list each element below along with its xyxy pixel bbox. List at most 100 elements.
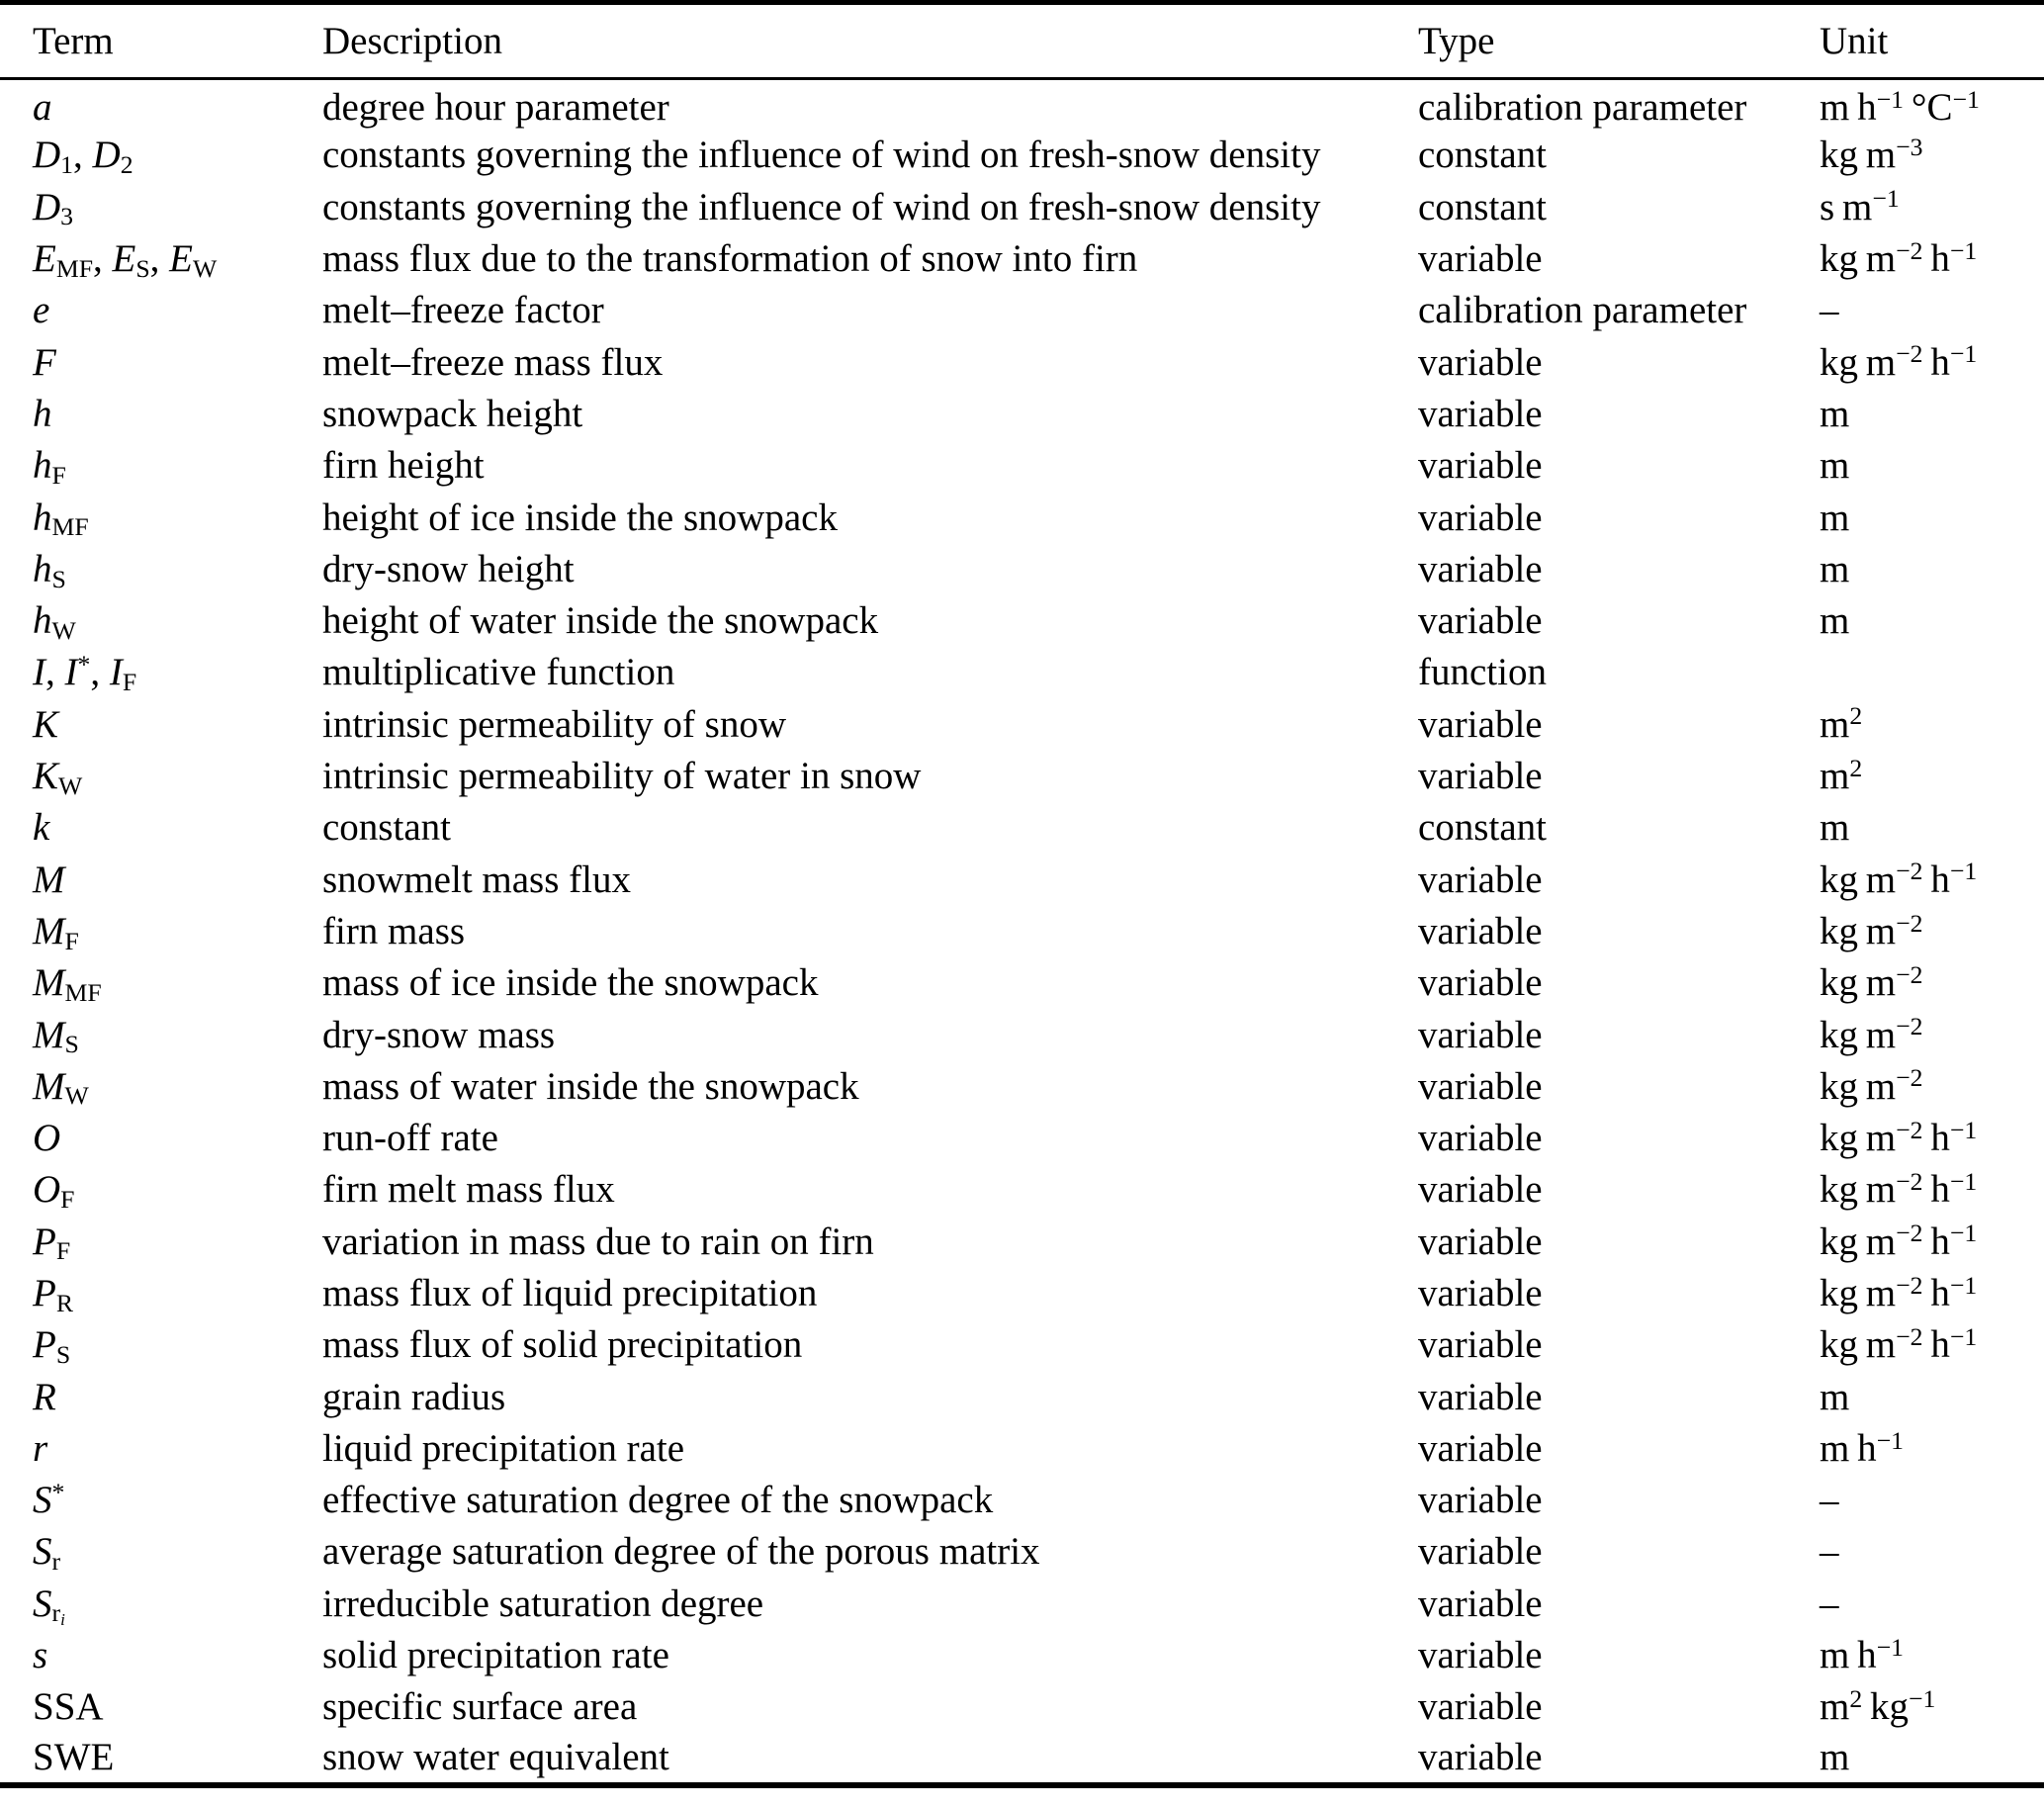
table-row: SWE snow water equivalent variable m (0, 1734, 2044, 1785)
type-cell: variable (1418, 1634, 1543, 1677)
description-cell: snowpack height (322, 392, 583, 435)
term-cell: hMF (33, 496, 89, 542)
description-cell: effective saturation degree of the snowp… (322, 1479, 994, 1522)
term-cell: k (33, 806, 50, 850)
table-row: a degree hour parameter calibration para… (0, 79, 2044, 131)
term-cell: M (33, 858, 65, 901)
description-cell: mass flux of liquid precipitation (322, 1272, 818, 1314)
table-row: Sri irreducible saturation degree variab… (0, 1579, 2044, 1630)
type-cell: variable (1418, 1117, 1543, 1160)
header-row: Term Description Type Unit (0, 2, 2044, 80)
unit-cell: m (1820, 599, 1850, 643)
term-cell: I, I*, IF (33, 650, 137, 697)
description-cell: snowmelt mass flux (322, 858, 631, 901)
unit-cell: – (1820, 289, 1839, 332)
description-cell: constants governing the influence of win… (322, 134, 1321, 177)
table-row: O run-off rate variable kg m−2 h−1 (0, 1113, 2044, 1164)
unit-cell: – (1820, 1582, 1839, 1625)
unit-cell: m (1820, 547, 1850, 590)
table-row: K intrinsic permeability of snow variabl… (0, 699, 2044, 751)
term-cell: hW (33, 599, 76, 645)
table-row: F melt–freeze mass flux variable kg m−2 … (0, 337, 2044, 389)
description-cell: dry-snow mass (322, 1013, 556, 1056)
unit-cell: kg m−2 h−1 (1820, 857, 1978, 901)
description-cell: average saturation degree of the porous … (322, 1530, 1040, 1574)
unit-cell: m h−1 °C−1 (1820, 84, 1980, 129)
type-cell: variable (1418, 392, 1543, 435)
unit-cell: kg m−2 h−1 (1820, 1270, 1978, 1314)
description-cell: mass flux of solid precipitation (322, 1323, 803, 1367)
table-row: KW intrinsic permeability of water in sn… (0, 751, 2044, 802)
term-cell: s (33, 1634, 48, 1677)
type-cell: variable (1418, 237, 1543, 281)
table-row: PF variation in mass due to rain on firn… (0, 1217, 2044, 1268)
term-cell: S* (33, 1477, 65, 1522)
type-cell: calibration parameter (1418, 85, 1747, 129)
description-cell: mass flux due to the transformation of s… (322, 237, 1138, 281)
unit-cell: kg m−2 (1820, 908, 1923, 952)
table-row: MW mass of water inside the snowpack var… (0, 1061, 2044, 1113)
description-cell: intrinsic permeability of water in snow (322, 755, 922, 798)
type-cell: variable (1418, 340, 1543, 384)
table-row: SSA specific surface area variable m2 kg… (0, 1682, 2044, 1734)
unit-cell: kg m−2 h−1 (1820, 1321, 1978, 1367)
description-cell: variation in mass due to rain on firn (322, 1220, 874, 1263)
term-cell: SSA (33, 1685, 104, 1729)
table-row: PR mass flux of liquid precipitation var… (0, 1268, 2044, 1319)
table-body: a degree hour parameter calibration para… (0, 79, 2044, 1786)
unit-cell: m (1820, 496, 1850, 539)
term-cell: K (33, 702, 59, 746)
table-row: hW height of water inside the snowpack v… (0, 595, 2044, 647)
term-cell: R (33, 1375, 56, 1418)
term-cell: PR (33, 1272, 73, 1317)
type-cell: variable (1418, 858, 1543, 901)
term-cell: MF (33, 909, 79, 955)
unit-cell: m (1820, 1375, 1850, 1418)
unit-cell: kg m−2 h−1 (1820, 1219, 1978, 1263)
type-cell: constant (1418, 806, 1547, 850)
type-cell: variable (1418, 1220, 1543, 1263)
description-cell: firn height (322, 444, 485, 488)
description-cell: snow water equivalent (322, 1736, 669, 1779)
type-cell: constant (1418, 185, 1547, 228)
table-row: s solid precipitation rate variable m h−… (0, 1630, 2044, 1681)
unit-cell: kg m−2 h−1 (1820, 235, 1978, 281)
col-header-description: Description (322, 2, 1418, 80)
unit-cell: kg m−2 (1820, 1012, 1923, 1056)
type-cell: variable (1418, 1375, 1543, 1418)
term-cell: KW (33, 755, 83, 800)
term-cell: r (33, 1426, 48, 1470)
description-cell: mass of ice inside the snowpack (322, 961, 819, 1005)
table-row: S* effective saturation degree of the sn… (0, 1476, 2044, 1527)
type-cell: variable (1418, 702, 1543, 746)
unit-cell: m h−1 (1820, 1425, 1905, 1470)
term-cell: Sr (33, 1530, 61, 1577)
unit-cell: kg m−2 (1820, 1063, 1923, 1108)
type-cell: variable (1418, 1530, 1543, 1574)
type-cell: variable (1418, 1685, 1543, 1729)
type-cell: variable (1418, 599, 1543, 643)
description-cell: grain radius (322, 1375, 506, 1418)
unit-cell: m2 (1820, 701, 1863, 746)
term-cell: hF (33, 444, 66, 490)
unit-cell: m2 (1820, 753, 1863, 798)
term-cell: D1, D2 (33, 134, 133, 180)
term-cell: SWE (33, 1736, 115, 1779)
description-cell: specific surface area (322, 1685, 638, 1729)
term-cell: O (33, 1117, 61, 1160)
description-cell: degree hour parameter (322, 85, 669, 129)
unit-cell: m2 kg−1 (1820, 1684, 1936, 1729)
unit-cell: kg m−2 h−1 (1820, 339, 1978, 384)
table-row: hF firn height variable m (0, 441, 2044, 493)
description-cell: firn mass (322, 909, 466, 952)
term-cell: Sri (33, 1582, 65, 1630)
description-cell: multiplicative function (322, 651, 675, 694)
table-row: D1, D2 constants governing the influence… (0, 131, 2044, 182)
description-cell: height of water inside the snowpack (322, 599, 879, 643)
unit-cell: kg m−2 h−1 (1820, 1167, 1978, 1212)
table-row: MF firn mass variable kg m−2 (0, 906, 2044, 957)
type-cell: variable (1418, 547, 1543, 590)
table-row: I, I*, IF multiplicative function functi… (0, 648, 2044, 699)
unit-cell: m (1820, 392, 1850, 435)
